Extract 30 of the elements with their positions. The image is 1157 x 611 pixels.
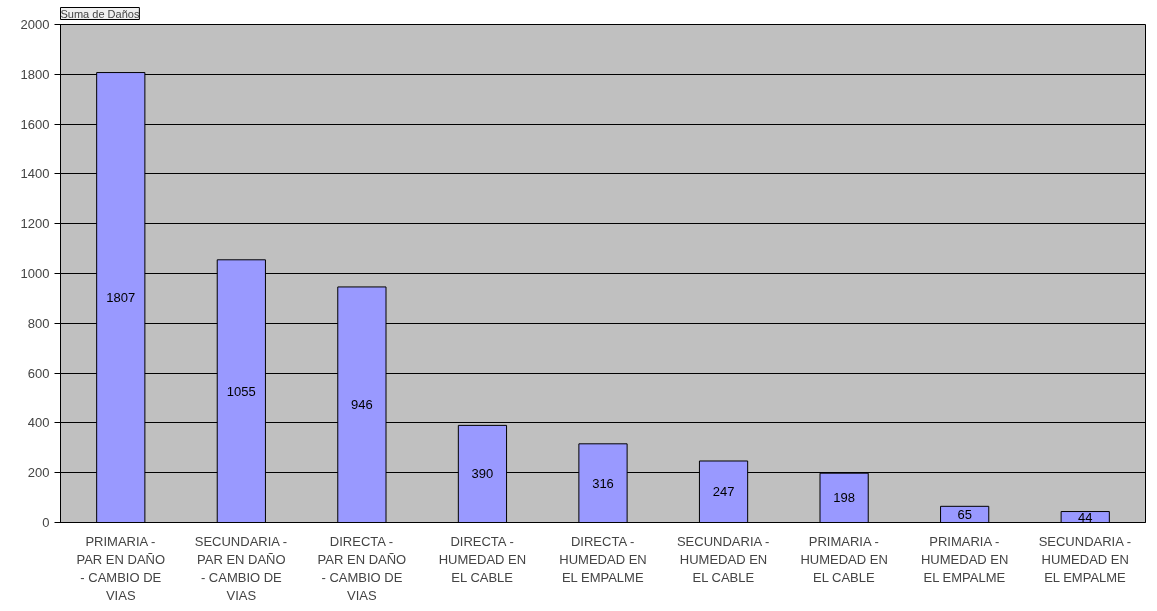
y-tick-label: 600 xyxy=(27,365,50,381)
x-tick-label: DIRECTA - PAR EN DAÑO - CAMBIO DE VIAS xyxy=(317,533,407,603)
y-tick-label: 800 xyxy=(27,315,50,331)
x-tick-label: DIRECTA - HUMEDAD EN EL CABLE xyxy=(438,533,527,585)
data-label: 1807 xyxy=(106,290,136,306)
y-tick-label: 400 xyxy=(27,415,50,431)
chart-title: Suma de Daños xyxy=(60,7,140,20)
x-tick-label: SECUNDARIA - HUMEDAD EN EL CABLE xyxy=(676,533,770,585)
data-label: 65 xyxy=(957,506,972,522)
data-label: 44 xyxy=(1077,509,1093,525)
data-label: 198 xyxy=(833,490,855,506)
y-tick-label: 1800 xyxy=(20,66,50,82)
data-label: 1055 xyxy=(226,383,256,399)
x-tick-label: PRIMARIA - PAR EN DAÑO - CAMBIO DE VIAS xyxy=(76,533,166,603)
y-tick-label: 200 xyxy=(27,465,50,481)
y-tick-label: 2000 xyxy=(20,17,50,32)
y-tick-label: 1000 xyxy=(20,266,50,281)
data-label: 316 xyxy=(592,475,614,491)
y-tick-label: 1200 xyxy=(20,216,50,232)
x-tick-label: SECUNDARIA - PAR EN DAÑO - CAMBIO DE VIAS xyxy=(194,533,288,603)
x-tick-label: DIRECTA - HUMEDAD EN EL EMPALME xyxy=(559,533,647,585)
x-tick-label: PRIMARIA - HUMEDAD EN EL EMPALME xyxy=(920,533,1009,585)
y-tick-label: 0 xyxy=(42,515,50,530)
data-label: 390 xyxy=(471,466,494,482)
data-label: 247 xyxy=(712,484,735,500)
x-tick-label: PRIMARIA - HUMEDAD EN EL CABLE xyxy=(800,533,888,585)
y-tick-label: 1400 xyxy=(20,166,50,182)
data-label: 946 xyxy=(351,397,373,413)
x-tick-label: SECUNDARIA - HUMEDAD EN EL EMPALME xyxy=(1038,533,1132,585)
y-tick-label: 1600 xyxy=(20,116,50,132)
